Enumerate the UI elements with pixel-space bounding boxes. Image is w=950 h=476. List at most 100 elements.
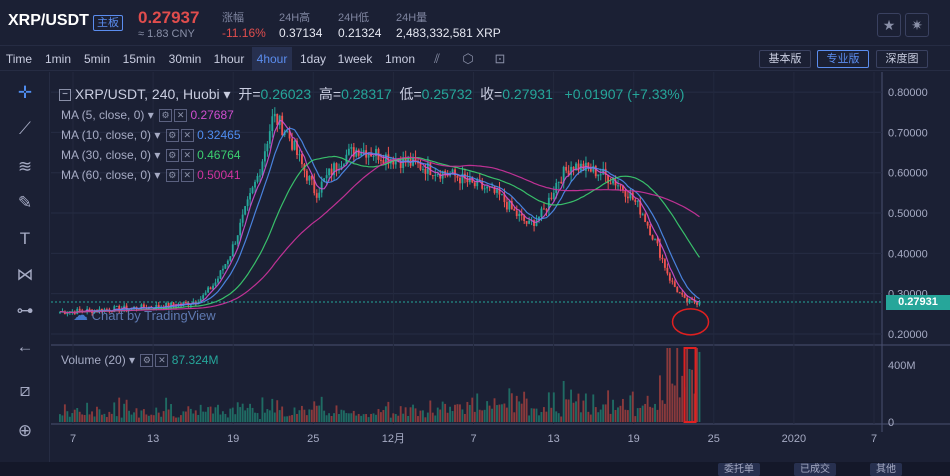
back-arrow-icon[interactable]: ← <box>16 337 34 356</box>
candle-body <box>498 188 501 195</box>
volume-bar <box>175 417 177 422</box>
volume-legend[interactable]: Volume (20) ▾ ⚙ ✕ 87.324M <box>61 353 219 368</box>
tf-4hour[interactable]: 4hour <box>252 47 292 71</box>
candle-body <box>300 154 303 165</box>
measure-icon[interactable]: ⊶ <box>16 301 34 320</box>
price-chart[interactable]: 0.800000.700000.600000.500000.400000.300… <box>51 72 950 476</box>
volume-bar <box>251 407 254 422</box>
close-icon[interactable]: ✕ <box>155 354 169 368</box>
gear-icon[interactable]: ✷ <box>905 13 929 37</box>
volume-bar <box>333 413 335 422</box>
candle-body <box>451 169 454 174</box>
chart-canvas[interactable]: 0.800000.700000.600000.500000.400000.300… <box>51 72 950 476</box>
candle-body <box>483 188 486 190</box>
candle-body <box>347 148 350 155</box>
candle-body <box>436 173 439 175</box>
collapse-icon[interactable]: − <box>59 89 71 102</box>
tf-time[interactable]: Time <box>5 52 33 66</box>
text-icon[interactable]: T <box>19 229 31 248</box>
fib-icon[interactable]: ≋ <box>17 157 33 176</box>
tab-other[interactable]: 其他 <box>870 463 902 476</box>
pro-version-button[interactable]: 专业版 <box>817 50 869 68</box>
tf-30min[interactable]: 30min <box>168 52 202 66</box>
candle-body <box>565 166 568 171</box>
candle-body <box>335 163 338 171</box>
candle-body <box>204 292 207 296</box>
candle-body <box>276 113 279 126</box>
volume-bar <box>431 412 434 422</box>
volume-bar <box>454 404 456 422</box>
tf-1min[interactable]: 1min <box>44 52 71 66</box>
brush-icon[interactable]: ✎ <box>17 193 33 212</box>
candle-body <box>599 174 602 176</box>
volume-bar <box>152 415 155 422</box>
price-tick-label: 0.20000 <box>888 329 928 341</box>
volume-bar <box>510 393 513 422</box>
settings-icon[interactable]: ⚙ <box>165 149 179 163</box>
volume-bar <box>226 417 229 422</box>
cny-price: ≈ 1.83 CNY <box>138 28 195 40</box>
candle-body <box>249 193 251 200</box>
ma5-legend[interactable]: MA (5, close, 0) ▾ ⚙ ✕ 0.27687 <box>61 108 234 123</box>
tf-1mon[interactable]: 1mon <box>384 52 416 66</box>
volume-bar <box>244 410 247 422</box>
pattern-icon[interactable]: ⋈ <box>16 265 34 284</box>
tf-5min[interactable]: 5min <box>83 52 110 66</box>
tf-1week[interactable]: 1week <box>337 52 373 66</box>
settings-icon[interactable]: ⚙ <box>159 109 173 123</box>
current-price-label: 0.27931 <box>886 294 950 310</box>
volume-label: Volume (20) <box>61 353 126 367</box>
volume-bar <box>547 392 550 422</box>
trendline-icon[interactable]: ⟋ <box>19 119 31 138</box>
close-icon[interactable]: ✕ <box>180 169 194 183</box>
candle-body <box>594 165 597 177</box>
pair-name: XRP/USDT <box>8 12 89 29</box>
ruler-icon[interactable]: ⧄ <box>19 381 31 400</box>
settings-icon[interactable]: ⬡ <box>462 51 474 66</box>
tf-1hour[interactable]: 1hour <box>213 52 245 66</box>
volume-bar <box>456 404 459 422</box>
tab-filled[interactable]: 已成交 <box>794 463 836 476</box>
candle-body <box>624 190 627 197</box>
candle-body <box>323 178 326 182</box>
candle-body <box>66 313 69 315</box>
candle-body <box>454 169 456 176</box>
candle-body <box>621 185 624 191</box>
tf-15min[interactable]: 15min <box>122 52 156 66</box>
zoom-icon[interactable]: ⊕ <box>17 421 33 440</box>
candle-body <box>523 215 526 222</box>
settings-icon[interactable]: ⚙ <box>165 169 179 183</box>
tab-orders[interactable]: 委托单 <box>718 463 760 476</box>
volume-bar <box>572 402 575 422</box>
volume-bar <box>283 416 286 422</box>
candle-body <box>688 298 691 303</box>
volume-bar <box>231 407 234 422</box>
crosshair-icon[interactable]: ✛ <box>17 83 33 102</box>
basic-version-button[interactable]: 基本版 <box>759 50 811 68</box>
star-icon[interactable]: ★ <box>877 13 901 37</box>
ma30-legend[interactable]: MA (30, close, 0) ▾ ⚙ ✕ 0.46764 <box>61 148 241 163</box>
settings-icon[interactable]: ⚙ <box>165 129 179 143</box>
volume-bar <box>493 398 496 422</box>
tf-1day[interactable]: 1day <box>299 52 327 66</box>
settings-icon[interactable]: ⚙ <box>140 354 154 368</box>
candle-body <box>333 163 335 175</box>
volume-bar <box>631 391 634 422</box>
board-badge[interactable]: 主板 <box>93 15 123 31</box>
volume-bar <box>177 417 180 422</box>
indicator-icon[interactable]: ⫽ <box>434 51 440 66</box>
ma10-legend[interactable]: MA (10, close, 0) ▾ ⚙ ✕ 0.32465 <box>61 128 241 143</box>
close-icon[interactable]: ✕ <box>180 129 194 143</box>
volume-bar <box>330 416 333 422</box>
close-icon[interactable]: ✕ <box>180 149 194 163</box>
high-value: 0.28317 <box>341 86 392 102</box>
screenshot-icon[interactable]: ⊡ <box>494 51 506 66</box>
title-dropdown-icon[interactable]: ▾ <box>223 86 231 102</box>
candle-body <box>629 192 632 199</box>
candle-body <box>310 175 313 180</box>
ma60-legend[interactable]: MA (60, close, 0) ▾ ⚙ ✕ 0.50041 <box>61 168 241 183</box>
candle-body <box>545 209 548 211</box>
depth-chart-button[interactable]: 深度图 <box>876 50 928 68</box>
close-icon[interactable]: ✕ <box>174 109 188 123</box>
volume-bar <box>666 348 669 422</box>
